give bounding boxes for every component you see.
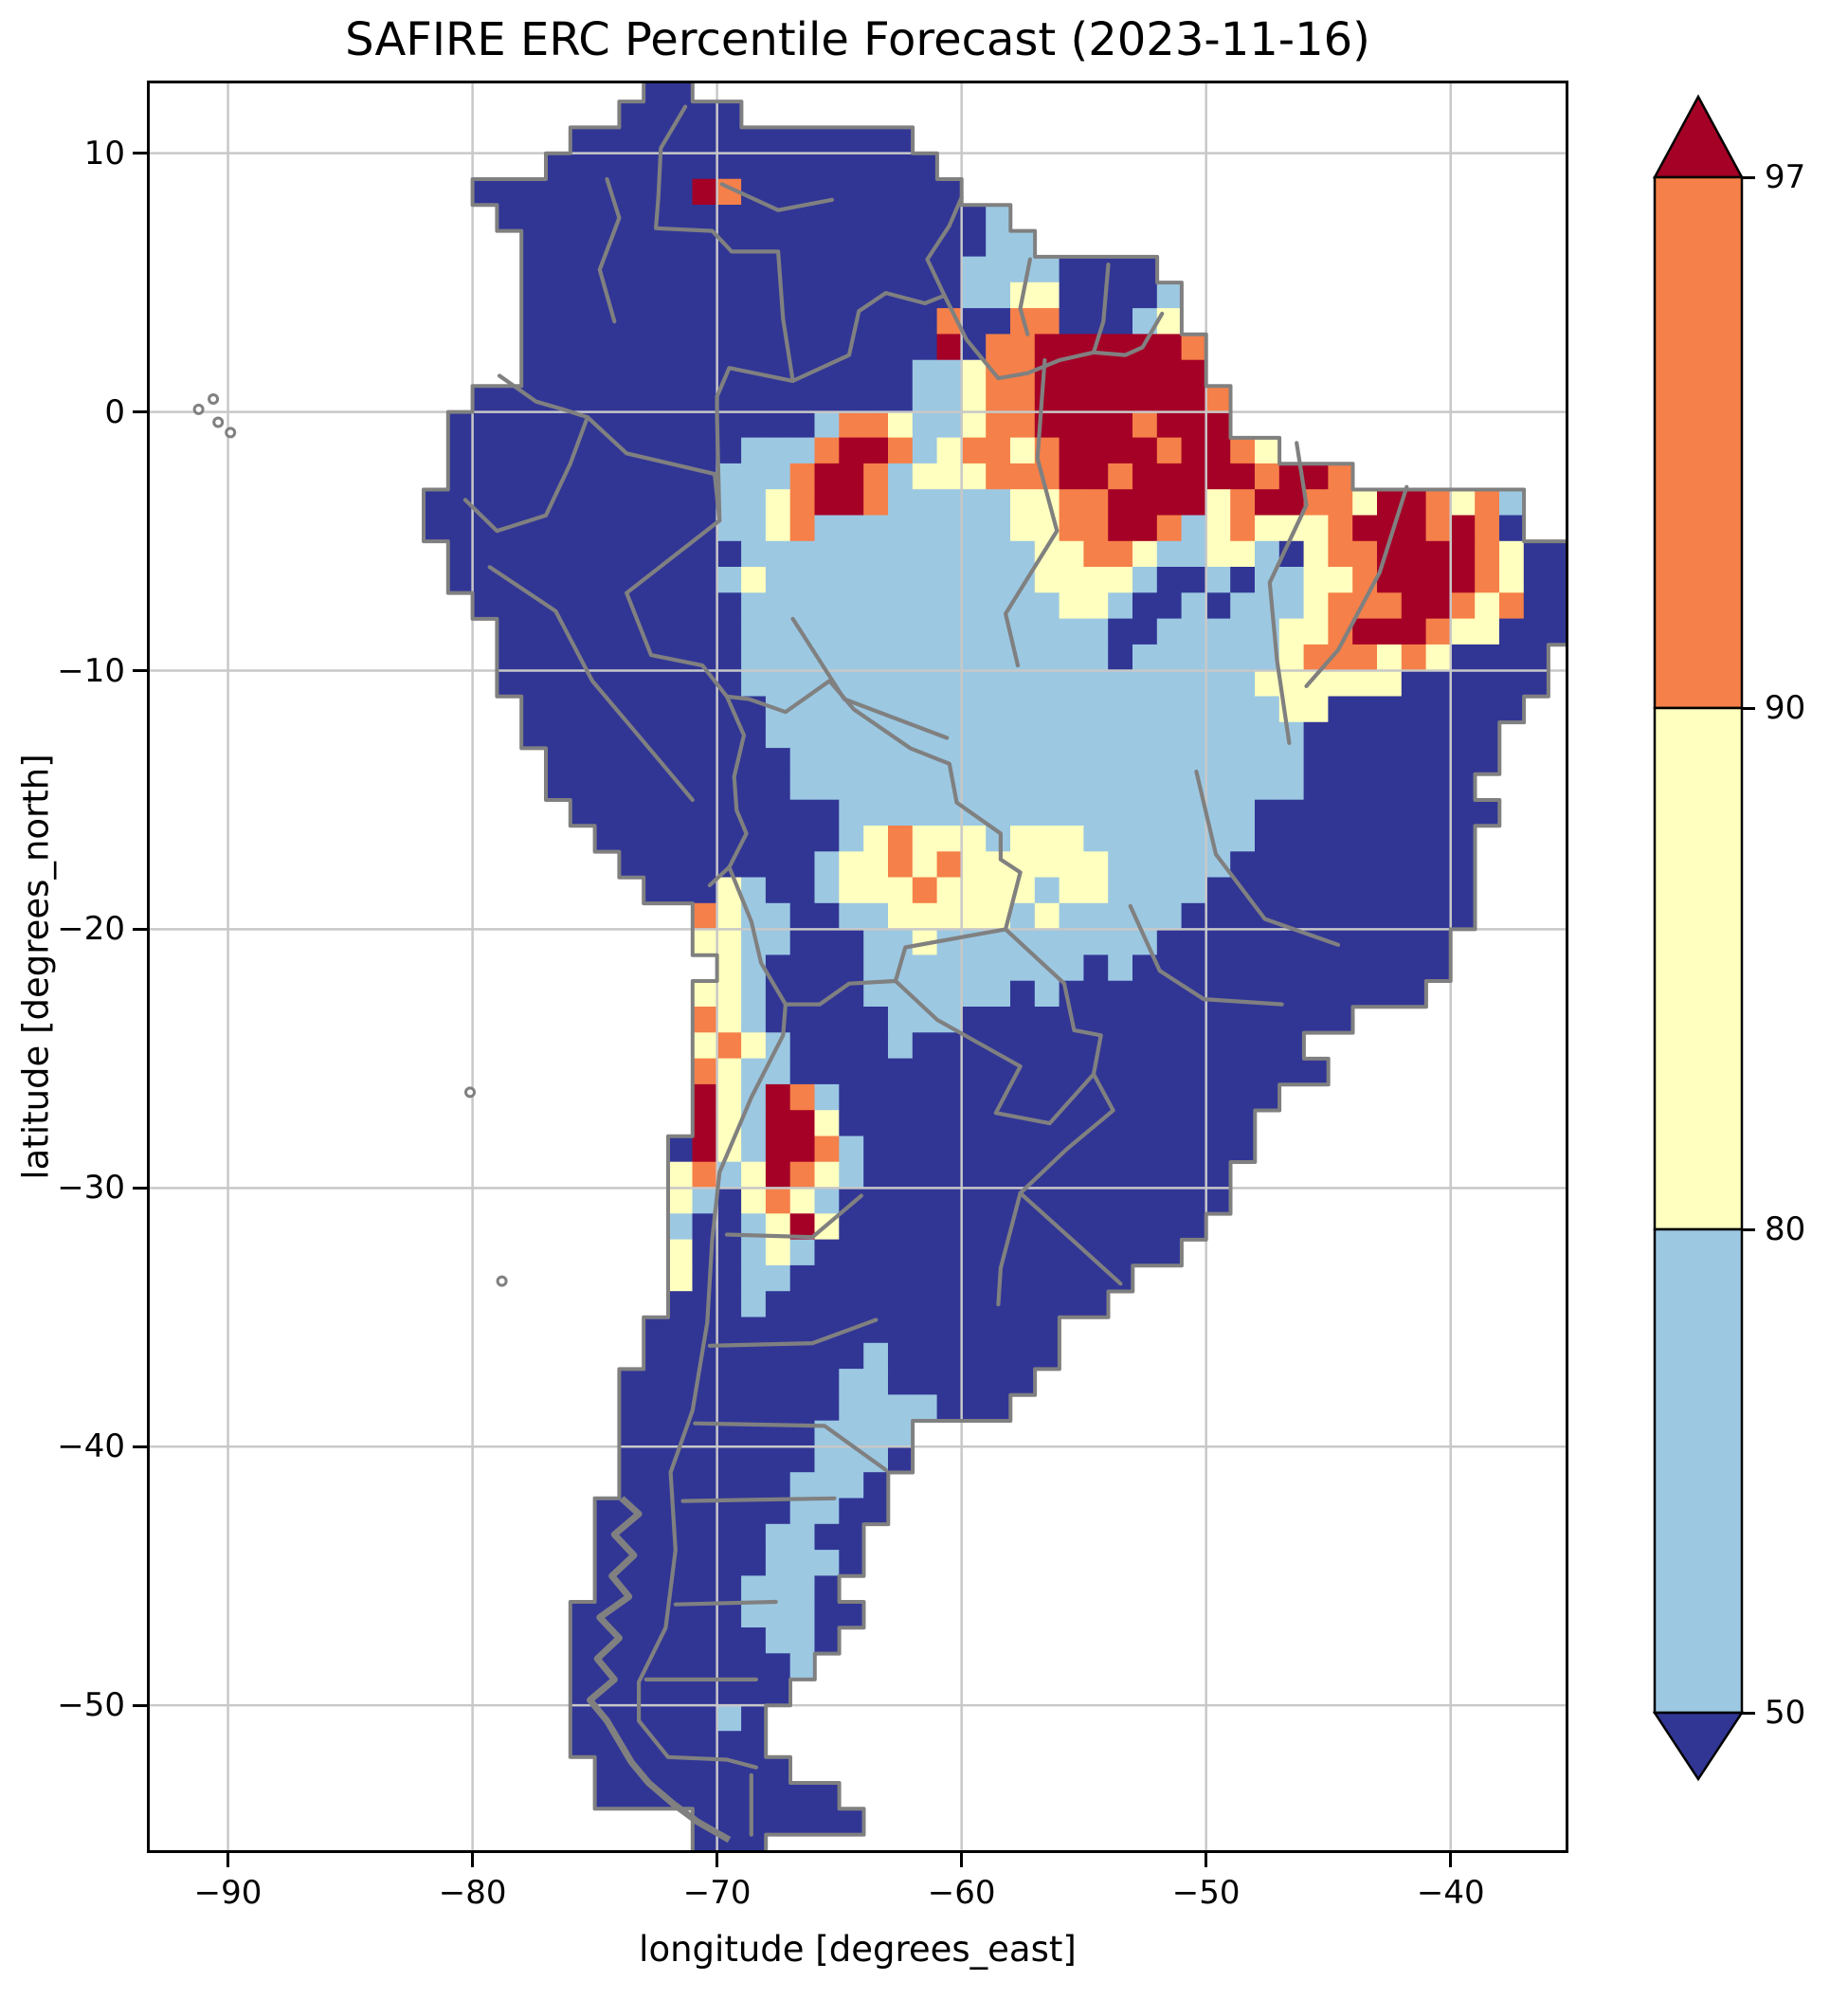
colorbar-tick [1742, 706, 1755, 710]
border-ecuador-peru [462, 415, 589, 534]
map-canvas [150, 83, 1566, 1850]
border-bolivia-argentina [783, 978, 898, 1007]
y-tick [133, 1445, 147, 1448]
y-tick [133, 1186, 147, 1190]
x-tick-label: −60 [927, 1874, 996, 1912]
border-state-ms-sp [1128, 903, 1284, 1007]
border-peru-brazil [625, 518, 730, 699]
islands [192, 393, 508, 1287]
border-chile-argentina [637, 1002, 788, 1770]
border-suriname-fg-brazil [1025, 311, 1165, 375]
border-peru-chile [707, 864, 732, 888]
x-tick-label: −50 [1171, 1874, 1241, 1912]
y-tick-label: −40 [57, 1427, 125, 1466]
admin-borders [462, 104, 1409, 1837]
border-state-maranhao-piaui [1304, 484, 1409, 688]
y-tick-label: −50 [57, 1686, 125, 1725]
border-uruguay-brazil [1018, 1190, 1123, 1286]
border-venezuela-brazil [790, 291, 947, 383]
border-argentina-prov-3 [693, 1421, 888, 1472]
border-venezuela-guyana [925, 195, 964, 298]
x-tick-label: −90 [193, 1874, 263, 1912]
y-tick [133, 927, 147, 931]
border-bolivia-brazil [724, 679, 1023, 932]
border-suriname-fguiana [1091, 262, 1111, 354]
percentile-raster [423, 83, 1566, 1850]
island-juan-fernandez [496, 1275, 508, 1287]
border-argentina-prov-5 [673, 1599, 778, 1607]
border-bolivia-chile [727, 864, 788, 1007]
colorbar-tick [1742, 1227, 1755, 1231]
border-argentina-prov-1 [724, 1193, 863, 1240]
island-galapagos [208, 393, 220, 405]
colorbar-segment [1653, 1227, 1744, 1715]
x-tick [716, 1853, 719, 1867]
colorbar-tick-label: 50 [1765, 1694, 1806, 1732]
colorbar-segment [1653, 175, 1744, 710]
y-tick-label: −20 [57, 910, 125, 949]
y-tick-label: −10 [57, 651, 125, 690]
colorbar [1653, 94, 1745, 1782]
x-tick [226, 1853, 230, 1867]
x-axis-label: longitude [degrees_east] [639, 1929, 1077, 1970]
border-guyana-suriname [1018, 257, 1032, 336]
border-state-rondonia [790, 616, 950, 740]
border-paraguay-argentina [893, 978, 1096, 1126]
y-tick-label: 0 [104, 392, 125, 431]
border-state-tocantins [1267, 441, 1309, 745]
y-tick [133, 1703, 147, 1707]
colorbar-segment [1653, 706, 1744, 1231]
colorbar-tick [1742, 175, 1755, 179]
x-tick [1205, 1853, 1208, 1867]
y-tick-label: −30 [57, 1169, 125, 1208]
x-tick [471, 1853, 475, 1867]
border-guyana-brazil [942, 293, 1030, 381]
border-argentina-prov-2 [707, 1318, 879, 1348]
colorbar-tick-label: 97 [1765, 158, 1806, 196]
border-colombia-ecuador [497, 373, 589, 420]
figure-title: SAFIRE ERC Percentile Forecast (2023-11-… [345, 13, 1370, 66]
border-bolivia-paraguay [893, 927, 1008, 984]
x-tick-label: −80 [438, 1874, 507, 1912]
island-galapagos [192, 403, 205, 415]
colorbar-tick [1742, 1711, 1755, 1715]
colorbar-tick-label: 90 [1765, 689, 1806, 727]
border-peru-internal [487, 565, 695, 803]
y-axis-label: latitude [degrees_north] [15, 754, 57, 1180]
y-tick [133, 669, 147, 672]
x-tick-label: −70 [682, 1874, 752, 1912]
border-state-goias-mg [1194, 769, 1341, 947]
border-argentina-prov-4 [680, 1496, 837, 1503]
y-tick [133, 410, 147, 414]
border-peru-bolivia [724, 694, 749, 869]
island-galapagos [225, 427, 237, 439]
border-colombia-internal [597, 176, 622, 324]
y-tick [133, 152, 147, 155]
coastline [422, 83, 1566, 1850]
colorbar-under-arrow [1653, 1711, 1745, 1782]
border-venezuela-internal [719, 182, 834, 212]
y-tick-label: 10 [83, 134, 125, 173]
colorbar-tick-label: 80 [1765, 1210, 1806, 1248]
border-colombia-brazil [715, 366, 795, 523]
island-galapagos [212, 416, 225, 428]
island-san-felix [464, 1086, 476, 1099]
x-tick [960, 1853, 964, 1867]
x-tick-label: −40 [1416, 1874, 1485, 1912]
border-argentina-brazil-uruguay [996, 1072, 1115, 1307]
border-colombia-venezuela [654, 104, 795, 383]
x-tick [1449, 1853, 1453, 1867]
colorbar-over-arrow [1653, 94, 1745, 179]
fjord-coast [587, 1496, 732, 1844]
border-paraguay-brazil [1004, 927, 1103, 1077]
border-state-amazonas-para [1004, 357, 1060, 668]
